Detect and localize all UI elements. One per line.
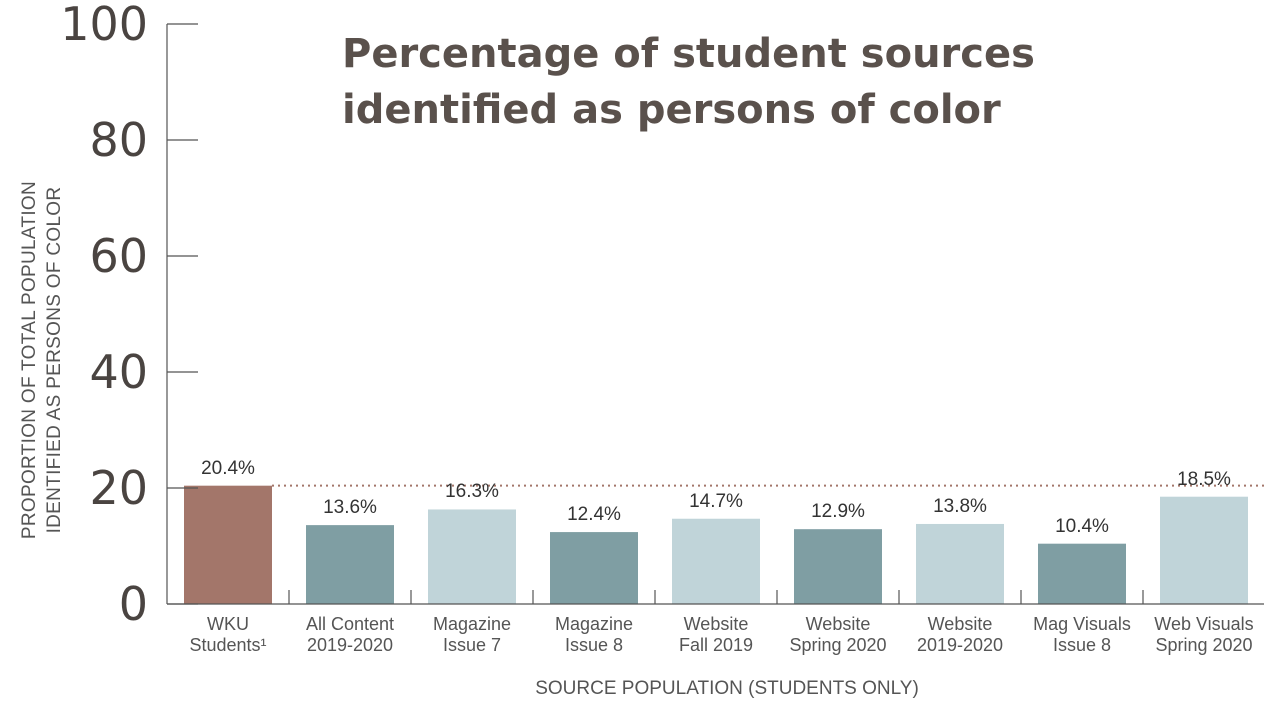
bar-value-label: 13.8% [933,495,987,517]
bar [184,485,272,604]
x-tick-label: Magazine Issue 7 [411,614,533,656]
x-tick-label-line: Website [805,614,871,634]
bar [306,525,394,604]
x-tick-label-line: Spring 2020 [1155,635,1253,655]
x-tick-label-line: Issue 8 [564,635,624,655]
x-tick-label: Mag Visuals Issue 8 [1021,614,1143,656]
chart-title-text: Percentage of student sources identified … [342,31,1035,133]
x-tick-label-line: Website [683,614,749,634]
x-tick-label: Website Spring 2020 [777,614,899,656]
x-tick-label: Magazine Issue 8 [533,614,655,656]
bar-value-label: 16.3% [445,481,499,503]
x-tick-label: Website 2019-2020 [899,614,1021,656]
bar-value-label: 14.7% [689,490,743,512]
y-tick-label: 80 [89,113,148,167]
x-tick-label: All Content 2019-2020 [289,614,411,656]
y-axis-label: PROPORTION OF TOTAL POPULATION IDENTIFIE… [19,180,65,540]
chart-title-line-1: Percentage of student sources [342,31,1035,77]
axis-layer [166,23,1264,605]
x-tick-label-line: 2019-2020 [916,635,1004,655]
x-tick-label-line: Students¹ [189,635,267,655]
bars-layer [184,485,1248,604]
chart-title: Percentage of student sources identified … [342,26,1035,138]
x-tick-label-line: Website [927,614,993,634]
bar [672,518,760,604]
bar-value-label: 12.4% [567,504,621,526]
x-tick-label-line: Mag Visuals [1033,614,1131,634]
x-tick-label-line: Issue 7 [442,635,502,655]
x-axis-label: SOURCE POPULATION (STUDENTS ONLY) [535,678,919,699]
bar [428,509,516,604]
bar-value-label: 12.9% [811,501,865,523]
bar-value-label: 20.4% [201,457,255,479]
bar [1160,496,1248,604]
x-tick-label-line: 2019-2020 [306,635,394,655]
x-tick-label-line: Issue 8 [1052,635,1112,655]
bar-value-label: 18.5% [1177,468,1231,490]
x-tick-label-line: WKU [207,614,249,634]
x-tick-label: WKU Students¹ [167,614,289,656]
y-tick-label: 0 [118,577,148,631]
bar-value-label: 13.6% [323,497,377,519]
bar [794,529,882,604]
x-tick-label-line: Magazine [554,614,634,634]
bar-value-label: 10.4% [1055,515,1109,537]
x-tick-label: Web Visuals Spring 2020 [1143,614,1264,656]
bar [916,523,1004,604]
x-tick-label-line: All Content [305,614,395,634]
bar [1038,543,1126,604]
y-tick-label: 40 [89,345,148,399]
x-tick-label-line: Web Visuals [1154,614,1254,634]
y-tick-label: 20 [89,461,148,515]
x-tick-label-line: Spring 2020 [789,635,887,655]
bar [550,532,638,604]
chart-title-line-2: identified as persons of color [342,87,1001,133]
y-tick-label: 60 [89,229,148,283]
x-tick-label: Website Fall 2019 [655,614,777,656]
y-tick-label: 100 [60,0,148,51]
x-tick-label-line: Fall 2019 [678,635,754,655]
x-tick-label-line: Magazine [432,614,512,634]
